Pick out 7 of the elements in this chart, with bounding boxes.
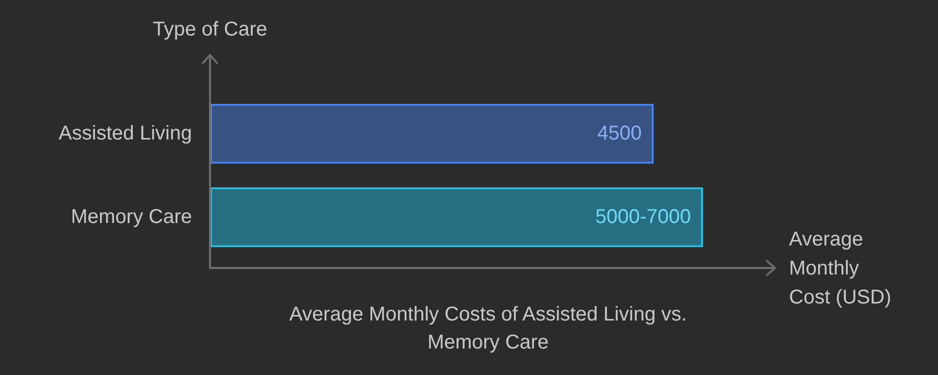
y-axis-title: Type of Care — [152, 18, 268, 41]
y-tick-label: Memory Care — [70, 206, 192, 228]
text: Average Monthly Costs of Assisted Living vs. Memory Care — [289, 304, 687, 354]
data-label: 5000-7000 — [595, 206, 692, 228]
data-label: 4500 — [597, 122, 642, 144]
y-tick-label: Assisted Living — [58, 122, 192, 144]
x-axis-title: Average Monthly Cost (USD) — [789, 228, 892, 309]
